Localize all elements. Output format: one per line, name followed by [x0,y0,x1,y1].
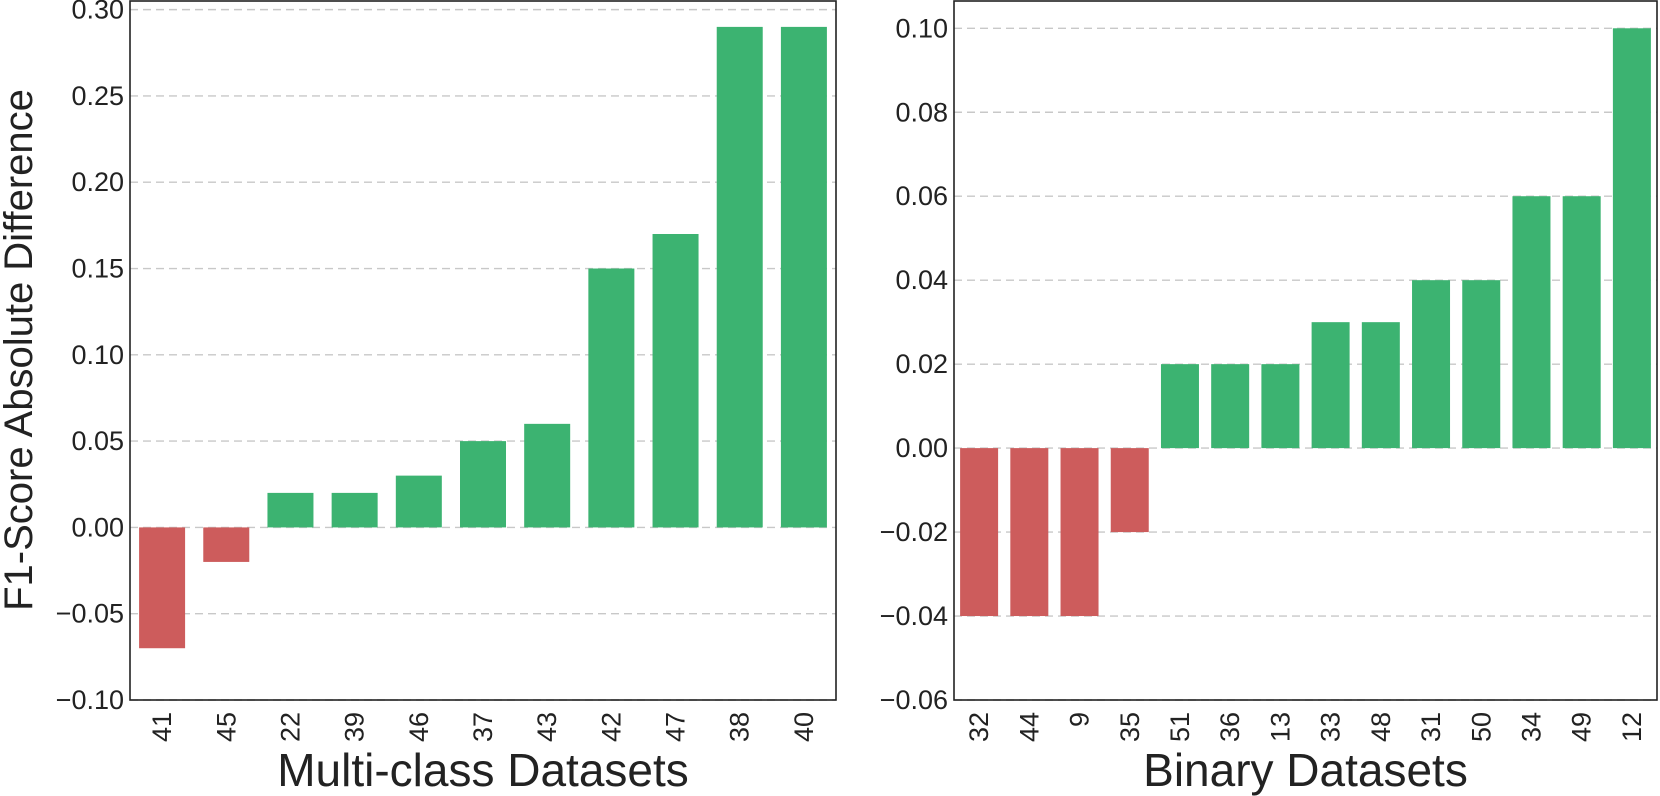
binary-panel: −0.06 −0.04 −0.02 0.00 0.02 0.04 0.06 0.08 0.10 3… [880,0,1658,796]
y-axis-title: F1-Score Absolute Difference [0,89,41,611]
x-tick-label: 31 [1416,712,1446,742]
y-tick-label: −0.06 [880,685,948,715]
bar-binary-51 [1160,364,1199,449]
y-tick-label: −0.02 [880,517,948,547]
bar-multiclass-40 [780,26,827,528]
x-tick-label: 44 [1014,712,1044,742]
bar-binary-33 [1311,322,1350,449]
x-tick-label: 40 [789,712,819,742]
y-tick-label: 0.08 [895,97,948,127]
x-tick-label: 47 [661,712,691,742]
bar-binary-31 [1412,280,1451,449]
x-tick-label: 34 [1516,712,1546,742]
bar-binary-50 [1462,280,1501,449]
axes-frame [129,0,837,701]
axes-frame [953,0,1658,701]
y-tick-label: 0.10 [895,13,948,43]
x-tick-label: 41 [147,712,177,742]
y-tick-label: 0.05 [71,426,124,456]
x-tick-label: 12 [1617,712,1647,742]
x-tick-label: 38 [725,712,755,742]
x-tick-label: 43 [532,712,562,742]
y-tick-label: 0.30 [71,0,124,25]
y-tick-label: 0.15 [71,254,124,284]
x-tick-label: 51 [1165,712,1195,742]
x-tick-label: 42 [596,712,626,742]
bar-binary-34 [1512,196,1551,449]
bar-multiclass-37 [460,441,506,528]
bar-binary-49 [1562,196,1601,449]
bar-binary-9 [1060,448,1099,617]
y-tick-label: 0.00 [71,512,124,542]
bar-binary-12 [1612,28,1651,449]
bar-multiclass-41 [139,527,186,649]
y-tick-label: −0.10 [56,685,124,715]
x-axis-title: Binary Datasets [1143,744,1468,796]
bar-binary-44 [1010,448,1049,617]
bar-multiclass-45 [203,527,250,562]
x-tick-label: 9 [1065,712,1095,727]
y-tick-label: 0.00 [895,433,948,463]
x-tick-label: 37 [468,712,498,742]
y-tick-label: 0.02 [895,349,948,379]
y-tick-label: 0.25 [71,81,124,111]
bar-multiclass-43 [524,423,571,528]
y-tick-label: 0.20 [71,167,124,197]
bar-binary-32 [960,448,999,617]
x-tick-label: 39 [340,712,370,742]
bar-multiclass-47 [652,234,699,528]
bar-binary-13 [1261,364,1300,449]
bar-binary-48 [1361,322,1400,449]
y-tick-label: 0.10 [71,340,124,370]
x-tick-label: 48 [1366,712,1396,742]
y-tick-label: 0.04 [895,265,948,295]
x-tick-label: 33 [1316,712,1346,742]
x-axis-title: Multi-class Datasets [277,744,689,796]
y-tick-label: −0.04 [880,601,948,631]
bar-binary-36 [1211,364,1250,449]
x-tick-label: 22 [275,712,305,742]
x-tick-label: 32 [964,712,994,742]
x-tick-label: 46 [404,712,434,742]
bar-multiclass-42 [588,268,635,528]
bar-multiclass-38 [716,26,763,528]
bar-multiclass-46 [395,475,442,528]
x-tick-label: 45 [211,712,241,742]
x-tick-label: 50 [1466,712,1496,742]
x-tick-label: 49 [1567,712,1597,742]
multiclass-panel: −0.10 −0.05 0.00 0.05 0.10 0.15 0.20 0.25 0.30 41… [56,0,837,796]
x-tick-label: 36 [1215,712,1245,742]
bar-multiclass-22 [267,492,314,528]
y-tick-label: −0.05 [56,599,124,629]
x-tick-label: 13 [1265,712,1295,742]
x-tick-label: 35 [1115,712,1145,742]
bar-multiclass-39 [331,492,378,528]
bar-binary-35 [1110,448,1149,533]
y-tick-label: 0.06 [895,181,948,211]
